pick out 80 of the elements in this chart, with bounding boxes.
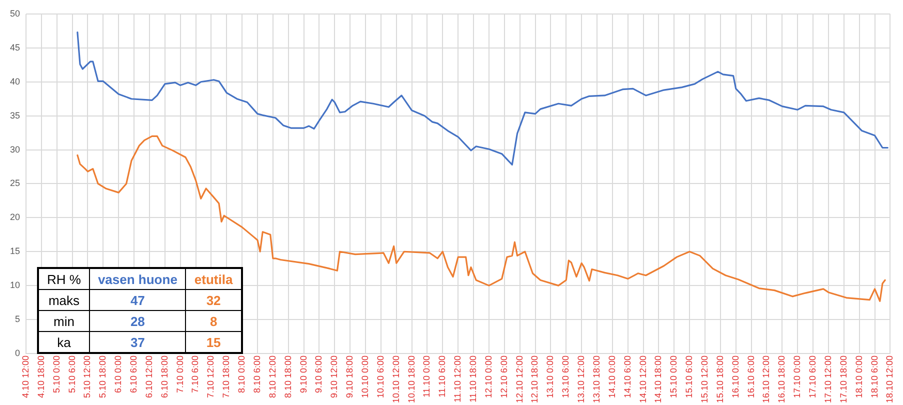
x-tick-label: 18.10 12:00 <box>884 355 895 403</box>
x-tick-label: 9.10 12:00 <box>329 355 340 398</box>
x-tick-label: 16.10 6:00 <box>746 355 756 398</box>
x-tick-label: 6.10 6:00 <box>128 355 139 393</box>
annotation: maks <box>38 290 90 310</box>
annotation: ka <box>38 332 90 353</box>
x-tick-label: 8.10 0:00 <box>236 355 247 393</box>
x-tick-label: 11.10 0:00 <box>422 355 432 398</box>
x-tick-label: 17.10 6:00 <box>808 355 818 398</box>
x-tick-label: 13.10 0:00 <box>545 355 556 398</box>
x-tick-label: 14.10 0:00 <box>606 355 617 398</box>
x-tick-label: 5.10 18:00 <box>98 355 108 398</box>
x-tick-label: 18.10 6:00 <box>869 355 880 398</box>
x-tick-label: 9.10 18:00 <box>344 355 355 398</box>
x-tick-label: 15.10 18:00 <box>714 355 725 403</box>
x-tick-label: 7.10 6:00 <box>190 355 200 393</box>
x-tick-label: 12.10 0:00 <box>483 355 494 398</box>
annotation: RH % <box>38 268 90 290</box>
x-tick-label: 11.10 6:00 <box>437 355 448 398</box>
x-tick-label: 10.10 0:00 <box>360 355 370 398</box>
annotation: 8 <box>186 310 242 332</box>
y-tick-label: 40 <box>10 76 20 86</box>
x-tick-label: 8.10 12:00 <box>267 355 278 398</box>
x-tick-label: 5.10 12:00 <box>82 355 92 398</box>
y-tick-label: 30 <box>10 144 20 154</box>
x-tick-label: 14.10 18:00 <box>653 355 664 403</box>
y-tick-label: 20 <box>10 212 20 222</box>
y-tick-label: 35 <box>10 110 20 120</box>
x-tick-label: 11.10 12:00 <box>452 355 463 402</box>
x-tick-label: 10.10 12:00 <box>390 355 401 403</box>
x-tick-label: 4.10 12:00 <box>20 355 30 398</box>
x-tick-label: 7.10 12:00 <box>206 355 216 398</box>
x-tick-label: 5.10 0:00 <box>51 355 62 393</box>
x-tick-label: 14.10 12:00 <box>638 355 648 403</box>
x-tick-label: 10.10 18:00 <box>406 355 416 403</box>
x-tick-label: 16.10 12:00 <box>761 355 772 403</box>
x-tick-label: 17.10 0:00 <box>792 355 802 398</box>
x-tick-label: 8.10 6:00 <box>252 355 262 393</box>
y-tick-label: 5 <box>14 314 20 324</box>
x-tick-label: 10.10 6:00 <box>375 355 386 398</box>
text: vasen huone <box>98 272 178 286</box>
y-tick-label: 45 <box>10 42 20 52</box>
x-tick-label: 8.10 18:00 <box>282 355 293 398</box>
x-tick-label: 5.10 6:00 <box>66 355 77 393</box>
x-tick-label: 12.10 12:00 <box>514 355 524 403</box>
x-tick-label: 9.10 0:00 <box>298 355 308 393</box>
x-tick-label: 15.10 6:00 <box>684 355 694 398</box>
annotation: 37 <box>89 332 186 353</box>
x-tick-label: 9.10 6:00 <box>314 355 324 393</box>
annotation: 15 <box>186 332 242 353</box>
y-tick-label: 50 <box>10 8 20 18</box>
annotation: 32 <box>186 290 242 310</box>
x-tick-label: 11.10 18:00 <box>468 355 478 402</box>
x-tick-label: 18.10 0:00 <box>854 355 864 398</box>
x-tick-label: 12.10 6:00 <box>498 355 509 398</box>
y-tick-label: 25 <box>10 178 20 188</box>
x-tick-label: 16.10 0:00 <box>730 355 740 398</box>
x-tick-label: 6.10 12:00 <box>144 355 154 398</box>
x-tick-label: 4.10 18:00 <box>36 355 46 398</box>
x-tick-label: 13.10 18:00 <box>591 355 602 403</box>
x-tick-label: 17.10 12:00 <box>822 355 833 403</box>
x-tick-label: 6.10 0:00 <box>113 355 124 393</box>
x-tick-label: 6.10 18:00 <box>159 355 170 398</box>
text: etutila <box>194 272 233 286</box>
x-tick-label: 13.10 6:00 <box>560 355 571 398</box>
annotation: 28 <box>89 310 186 332</box>
x-tick-label: 7.10 18:00 <box>221 355 232 398</box>
y-tick-label: 0 <box>14 348 20 358</box>
y-tick-label: 15 <box>10 246 20 256</box>
x-tick-label: 14.10 6:00 <box>622 355 632 398</box>
x-tick-label: 13.10 12:00 <box>576 355 586 403</box>
x-tick-label: 15.10 0:00 <box>668 355 679 398</box>
y-tick-label: 10 <box>10 280 20 290</box>
annotation: min <box>38 310 90 332</box>
x-tick-label: 16.10 18:00 <box>776 355 787 403</box>
x-tick-label: 12.10 18:00 <box>530 355 540 403</box>
annotation: 47 <box>89 290 186 310</box>
x-tick-label: 15.10 12:00 <box>700 355 710 403</box>
x-tick-label: 7.10 0:00 <box>174 355 185 393</box>
x-tick-label: 17.10 18:00 <box>838 355 848 403</box>
